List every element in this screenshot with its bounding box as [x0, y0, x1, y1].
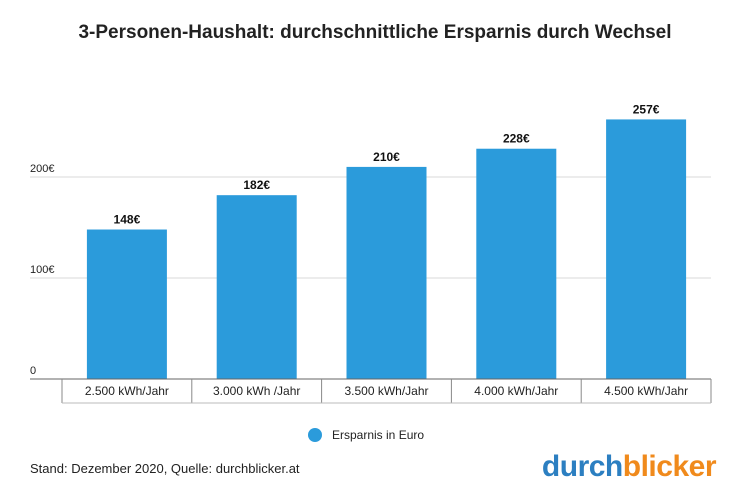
bar	[606, 119, 687, 380]
brand-logo: durchblicker	[541, 450, 717, 484]
data-label: 182€	[243, 178, 270, 192]
legend-label: Ersparnis in Euro	[332, 428, 425, 442]
chart-title: 3-Personen-Haushalt: durchschnittliche E…	[78, 22, 672, 43]
x-tick-label: 3.000 kWh /Jahr	[213, 384, 300, 398]
brand-logo-part1: durch	[541, 450, 623, 483]
data-label: 228€	[503, 132, 530, 146]
data-label: 210€	[373, 150, 400, 164]
x-tick-label: 4.000 kWh/Jahr	[474, 384, 558, 398]
data-label: 148€	[114, 213, 141, 227]
x-tick-label: 4.500 kWh/Jahr	[604, 384, 688, 398]
x-tick-label: 2.500 kWh/Jahr	[85, 384, 169, 398]
y-tick-label: 100€	[30, 264, 54, 276]
bar	[86, 229, 167, 379]
bar	[346, 166, 427, 379]
data-label: 257€	[633, 102, 660, 116]
bar	[476, 148, 557, 379]
y-tick-label: 0	[30, 365, 36, 377]
x-tick-label: 3.500 kWh/Jahr	[344, 384, 428, 398]
legend-swatch	[308, 428, 322, 442]
source-note: Stand: Dezember 2020, Quelle: durchblick…	[30, 461, 300, 476]
legend: Ersparnis in Euro	[308, 428, 424, 442]
y-tick-label: 200€	[30, 163, 54, 175]
brand-logo-part2: blicker	[622, 450, 717, 483]
bar	[216, 195, 297, 379]
